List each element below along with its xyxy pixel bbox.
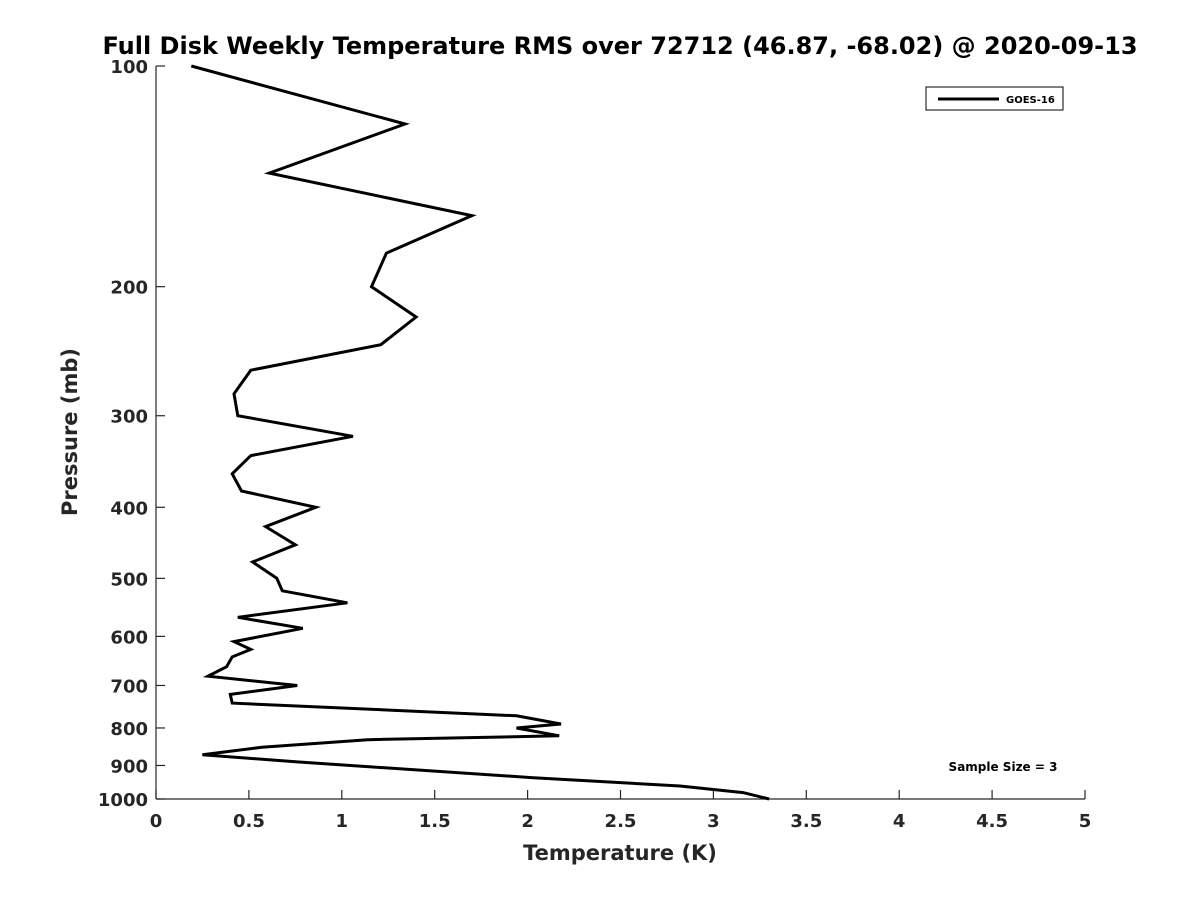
x-tick-label: 2.5 [605,811,637,832]
y-tick-label: 200 [110,278,148,299]
x-tick-label: 0 [150,811,163,832]
x-tick-label: 3 [707,811,720,832]
y-tick-label: 100 [110,57,148,78]
x-tick-label: 4 [893,811,906,832]
x-tick-label: 4.5 [976,811,1008,832]
x-tick-label: 2 [521,811,534,832]
y-tick-label: 400 [110,498,148,519]
legend: GOES-16 [925,86,1064,111]
x-tick-label: 3.5 [790,811,822,832]
y-tick-label: 800 [110,719,148,740]
y-axis: 100 200 300 400 500 600 700 800 900 1000 [98,57,165,811]
series-line-goes16 [190,64,770,801]
x-axis: 0 0.5 1 1.5 2 2.5 3 3.5 4 4.5 5 [150,790,1092,832]
x-tick-label: 1.5 [419,811,451,832]
plot-area [155,66,1085,800]
x-tick-label: 0.5 [233,811,265,832]
y-tick-label: 1000 [98,790,148,811]
legend-entry-goes16: GOES-16 [1006,95,1055,106]
chart-title: Full Disk Weekly Temperature RMS over 72… [102,32,1137,60]
x-tick-label: 5 [1079,811,1092,832]
y-axis-label: Pressure (mb) [58,348,82,516]
x-axis-label: Temperature (K) [523,841,717,865]
x-tick-label: 1 [336,811,349,832]
sample-size-annotation: Sample Size = 3 [949,760,1058,774]
y-tick-label: 700 [110,676,148,697]
y-tick-label: 900 [110,756,148,777]
y-tick-label: 500 [110,569,148,590]
y-tick-label: 300 [110,407,148,428]
y-tick-label: 600 [110,627,148,648]
